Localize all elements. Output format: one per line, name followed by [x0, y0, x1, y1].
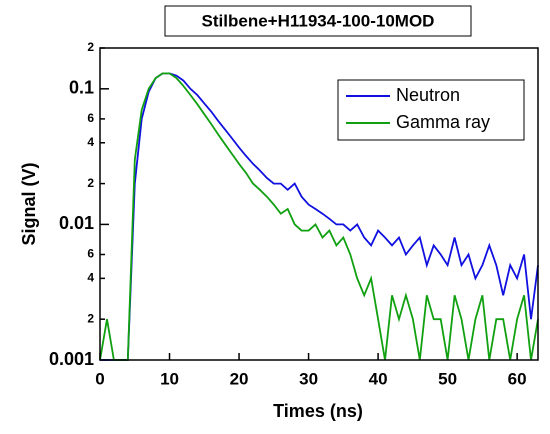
- y-tick-label: 4: [87, 271, 94, 285]
- x-tick-label: 0: [95, 369, 104, 388]
- legend-box: [337, 79, 525, 141]
- x-tick-label: 10: [160, 369, 179, 388]
- legend-label: Neutron: [396, 85, 460, 105]
- x-tick-label: 50: [438, 369, 457, 388]
- y-tick-label: 6: [87, 247, 94, 261]
- y-tick-label: 0.01: [59, 213, 94, 233]
- y-tick-label: 2: [87, 176, 94, 190]
- y-tick-label: 0.001: [49, 349, 94, 369]
- x-tick-label: 30: [299, 369, 318, 388]
- y-axis-label: Signal (V): [19, 162, 39, 245]
- y-tick-label: 6: [87, 111, 94, 125]
- y-tick-label: 2: [87, 40, 94, 54]
- title-box: [164, 5, 472, 37]
- y-tick-label: 2: [87, 311, 94, 325]
- y-tick-label: 4: [87, 135, 94, 149]
- x-tick-label: 20: [230, 369, 249, 388]
- plot-frame: [99, 47, 539, 361]
- y-tick-label: 0.1: [69, 78, 94, 98]
- series-line: [99, 72, 539, 361]
- legend-label: Gamma ray: [396, 112, 490, 132]
- x-axis-label: Times (ns): [273, 401, 363, 421]
- x-tick-label: 40: [369, 369, 388, 388]
- chart-title: Stilbene+H11934-100-10MOD: [202, 11, 435, 30]
- x-tick-label: 60: [508, 369, 527, 388]
- series-line: [100, 72, 539, 361]
